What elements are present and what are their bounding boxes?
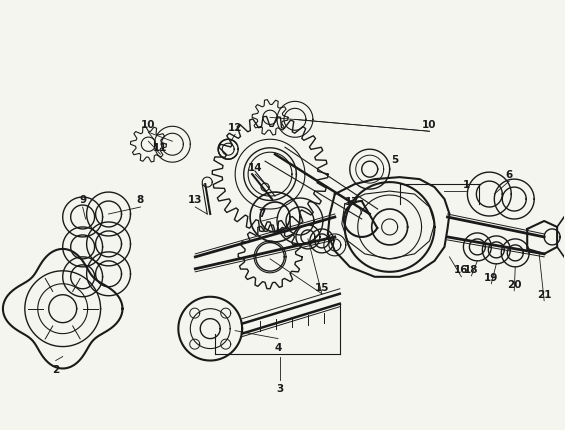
Text: 10: 10 [422, 120, 437, 130]
Text: 13: 13 [188, 195, 202, 205]
Text: 5: 5 [391, 155, 398, 165]
Text: 17: 17 [345, 197, 359, 206]
Text: 3: 3 [276, 384, 284, 393]
Text: 1: 1 [463, 180, 470, 190]
Text: 15: 15 [315, 282, 329, 292]
Text: 9: 9 [79, 195, 86, 205]
Text: 21: 21 [537, 289, 551, 299]
Text: 12: 12 [228, 123, 242, 133]
Text: 11: 11 [153, 143, 168, 153]
Text: 4: 4 [275, 342, 282, 352]
Text: 20: 20 [507, 279, 521, 289]
Text: 2: 2 [52, 364, 59, 374]
Text: 8: 8 [137, 195, 144, 205]
Text: 18: 18 [464, 264, 479, 274]
Text: 19: 19 [484, 272, 498, 282]
Text: 14: 14 [248, 163, 262, 173]
Text: 10: 10 [141, 120, 156, 130]
Text: 16: 16 [454, 264, 469, 274]
Text: 7: 7 [258, 209, 266, 218]
Text: 6: 6 [506, 170, 513, 180]
